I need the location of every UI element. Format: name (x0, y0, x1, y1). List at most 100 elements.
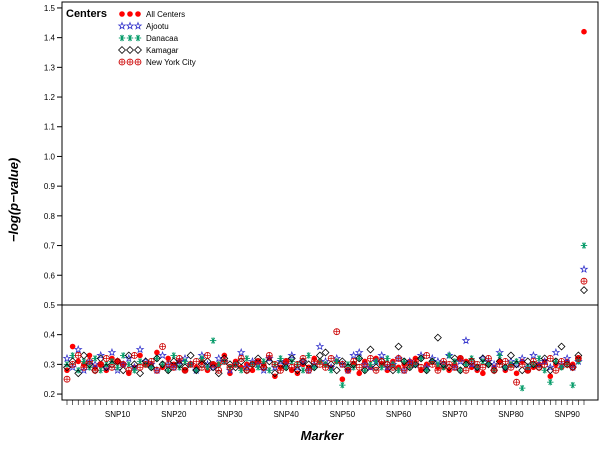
data-point (315, 341, 325, 351)
data-point (74, 369, 83, 378)
data-point (277, 366, 284, 374)
data-point (569, 363, 577, 371)
data-point (356, 355, 363, 362)
data-point (282, 363, 291, 372)
data-point (445, 352, 453, 359)
data-point (131, 352, 138, 359)
data-point (547, 378, 554, 386)
data-point (260, 363, 268, 371)
data-point (310, 363, 319, 372)
data-point (451, 363, 459, 371)
data-point (86, 357, 93, 365)
data-point (372, 366, 380, 374)
data-point (339, 376, 346, 383)
data-point (338, 360, 346, 368)
legend-symbol (134, 58, 142, 66)
data-point (551, 347, 561, 357)
data-point (242, 366, 251, 375)
data-point (366, 362, 375, 372)
data-point (265, 357, 274, 366)
data-point (395, 355, 402, 362)
data-point (434, 366, 442, 374)
data-point (384, 355, 391, 362)
data-point (175, 360, 184, 369)
x-tick-label: SNP60 (386, 410, 412, 419)
data-point (412, 357, 419, 365)
data-point (153, 366, 161, 374)
data-point (558, 357, 565, 365)
data-point (102, 355, 110, 362)
x-tick-label: SNP20 (161, 410, 187, 419)
data-point (378, 357, 386, 365)
data-point (192, 357, 200, 365)
x-tick-label: SNP10 (105, 410, 131, 419)
data-point (254, 364, 262, 371)
data-point (315, 351, 324, 360)
data-point (102, 363, 111, 372)
x-tick-label: SNP30 (217, 410, 243, 419)
legend-entry: All Centers (119, 10, 185, 19)
data-point (321, 348, 330, 357)
data-point (322, 363, 329, 371)
data-point (574, 355, 582, 362)
data-point (270, 369, 279, 378)
data-point (170, 363, 178, 371)
data-point (406, 360, 414, 368)
data-point (114, 357, 121, 365)
data-point (299, 367, 307, 374)
data-point (333, 328, 341, 336)
data-point (236, 347, 246, 357)
data-point (113, 365, 122, 374)
data-point (136, 369, 145, 378)
data-point (80, 363, 88, 371)
data-point (350, 357, 357, 365)
data-point (209, 360, 217, 368)
data-point (287, 350, 297, 360)
data-point (249, 360, 256, 368)
x-tick-label: SNP90 (554, 410, 580, 419)
data-point (310, 357, 318, 365)
data-point (557, 342, 566, 351)
legend-symbol (133, 21, 143, 30)
data-point (360, 366, 369, 375)
data-point (153, 355, 161, 362)
data-point (265, 352, 273, 359)
data-point (147, 357, 155, 365)
legend-symbol (118, 46, 126, 54)
data-point (192, 366, 201, 375)
legend-entry: New York City (118, 58, 196, 67)
data-point (461, 336, 471, 345)
y-tick-label: 0.5 (44, 301, 56, 310)
data-point (154, 349, 160, 356)
data-point (142, 360, 150, 368)
data-point (339, 381, 346, 389)
data-point (237, 355, 245, 362)
data-point (389, 363, 397, 371)
legend-label: Ajootu (146, 22, 169, 31)
data-point (501, 357, 509, 365)
data-point (440, 357, 447, 365)
data-point (513, 378, 520, 386)
data-point (506, 351, 515, 360)
data-point (579, 264, 589, 274)
y-axis-title: −log(p−value) (6, 158, 21, 243)
data-point (137, 352, 143, 359)
data-point (294, 360, 301, 368)
data-point (97, 360, 105, 368)
data-point (62, 353, 72, 363)
data-point (119, 360, 127, 368)
legend-symbol (118, 58, 126, 66)
legend-symbol (126, 46, 134, 54)
data-point (69, 352, 76, 359)
data-point (479, 363, 487, 371)
y-tick-label: 0.8 (44, 212, 56, 221)
data-point (524, 366, 532, 374)
data-point (288, 363, 296, 371)
data-point (63, 375, 71, 383)
data-point (367, 361, 374, 368)
data-point (580, 277, 588, 285)
data-point (356, 370, 363, 377)
data-point (496, 360, 504, 368)
legend-label: Kamagar (146, 46, 179, 55)
